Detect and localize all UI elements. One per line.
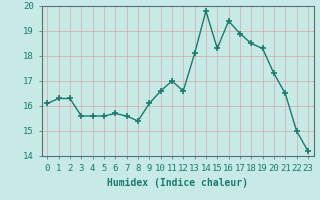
X-axis label: Humidex (Indice chaleur): Humidex (Indice chaleur) [107, 178, 248, 188]
